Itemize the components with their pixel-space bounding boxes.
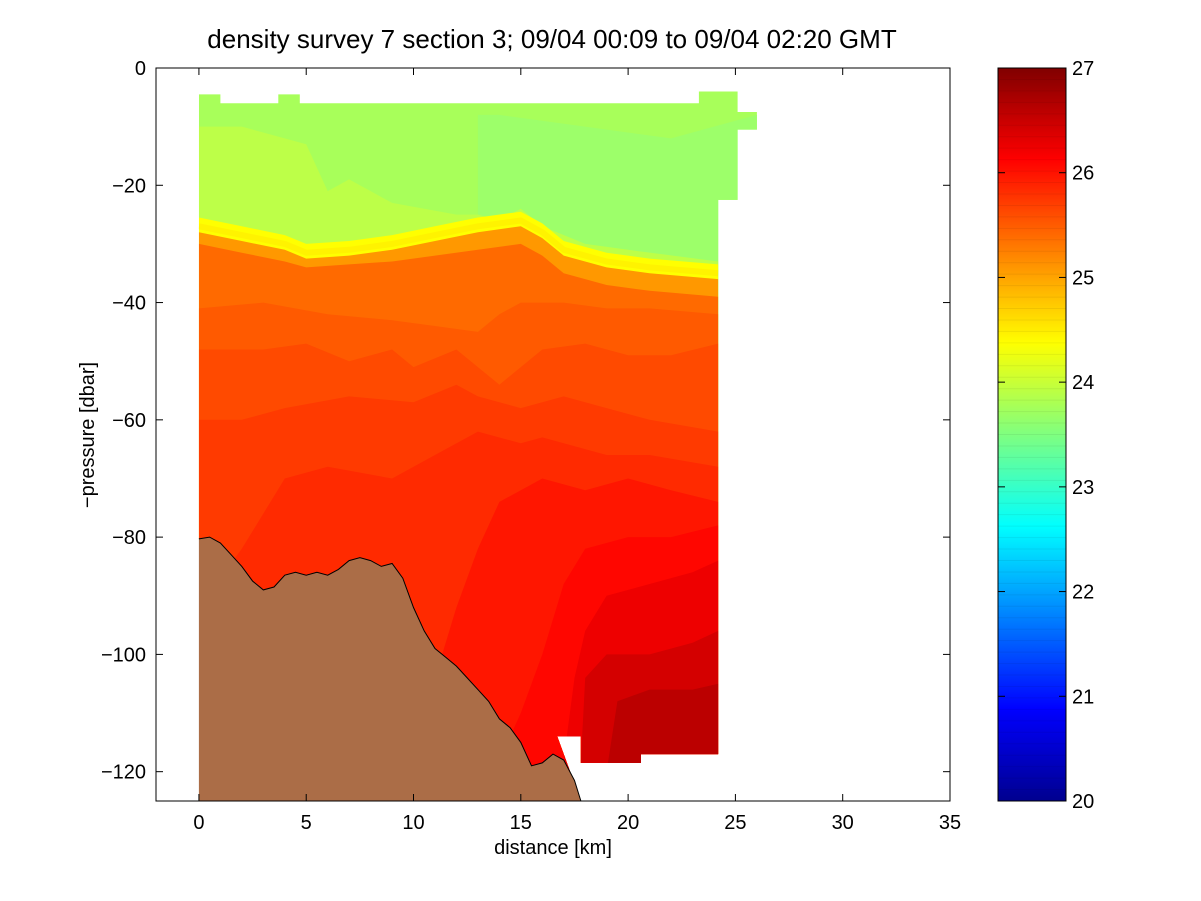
x-tick-label-7: 35 (939, 812, 961, 834)
colorbar-ticks: 20 21 22 23 24 25 26 27 (998, 58, 1094, 813)
seafloor-fill (198, 537, 581, 801)
colorbar-tick-label-2: 22 (1072, 582, 1094, 604)
y-tick-label-4: −80 (112, 527, 146, 549)
colorbar-tick-label-7: 27 (1072, 58, 1094, 80)
x-tick-label-6: 30 (832, 812, 854, 834)
colorbar-tick-label-3: 23 (1072, 477, 1094, 499)
y-tick-label-0: 0 (135, 58, 146, 80)
colorbar-gradient (998, 68, 1066, 801)
x-tick-label-2: 10 (402, 812, 424, 834)
colorbar: 20 21 22 23 24 25 26 27 (997, 58, 1094, 813)
colorbar-bands (998, 78, 1066, 791)
y-tick-label-1: −20 (112, 175, 146, 197)
colorbar-tick-label-6: 26 (1072, 163, 1094, 185)
colorbar-tick-label-4: 24 (1072, 372, 1094, 394)
chart-title: density survey 7 section 3; 09/04 00:09 … (207, 24, 897, 54)
x-axis-label: distance [km] (494, 837, 612, 859)
y-axis: 0 −20 −40 −60 −80 −100 −120 (101, 58, 950, 784)
x-tick-label-5: 25 (724, 812, 746, 834)
colorbar-tick-label-1: 21 (1072, 686, 1094, 708)
y-tick-label-6: −120 (101, 762, 146, 784)
plot-frame (155, 67, 951, 802)
colorbar-tick-label-0: 20 (1072, 791, 1094, 813)
y-axis-label: −pressure [dbar] (77, 362, 99, 508)
colorbar-frame (997, 67, 1067, 802)
x-tick-label-1: 5 (301, 812, 312, 834)
x-axis: 0 5 10 15 20 25 30 35 (193, 68, 961, 834)
x-tick-label-0: 0 (193, 812, 204, 834)
pycnocline-line (198, 217, 719, 277)
x-tick-label-3: 15 (510, 812, 532, 834)
seafloor-outline (198, 536, 582, 801)
bathymetry-layer (198, 536, 582, 801)
x-tick-label-4: 20 (617, 812, 639, 834)
y-tick-label-2: −40 (112, 293, 146, 315)
colorbar-tick-label-5: 25 (1072, 267, 1094, 289)
y-tick-label-5: −100 (101, 644, 146, 666)
y-tick-label-3: −60 (112, 410, 146, 432)
